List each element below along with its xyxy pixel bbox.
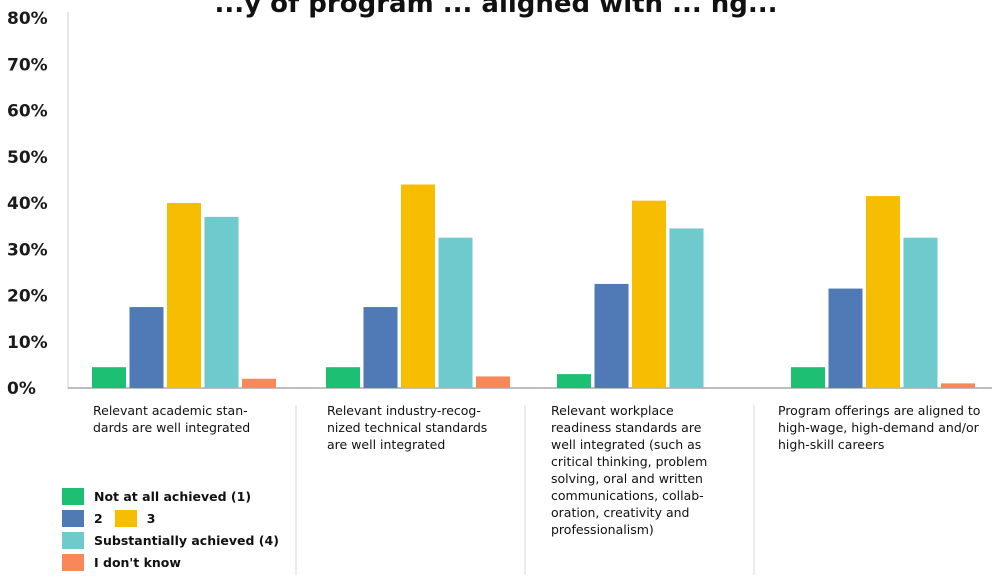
bar xyxy=(632,200,666,388)
legend-label-2: 2 xyxy=(94,510,103,526)
bar xyxy=(242,378,276,388)
bars xyxy=(92,184,975,388)
legend-swatch-dont-know xyxy=(62,553,84,571)
bar xyxy=(594,283,629,388)
bar xyxy=(92,367,126,388)
bar xyxy=(476,376,510,388)
bar xyxy=(828,288,863,388)
legend-row-1: Not at all achieved (1) xyxy=(62,485,279,507)
y-tick-label: 50% xyxy=(7,148,48,168)
y-axis-ticks: 0% 10% 20% 30% 40% 50% 60% 70% 80% xyxy=(7,9,48,399)
y-tick-label: 20% xyxy=(7,287,48,307)
legend-swatch-2 xyxy=(62,509,84,527)
legend-label-dont-know: I don't know xyxy=(94,554,181,570)
bar xyxy=(326,367,360,388)
legend-label-not-at-all: Not at all achieved (1) xyxy=(94,488,252,504)
legend-label-3: 3 xyxy=(146,510,156,526)
category-label-workplace: Relevant workplace readiness standards a… xyxy=(551,403,708,537)
legend-swatch-3 xyxy=(114,509,137,527)
bar xyxy=(438,237,473,388)
chart-title: ...y of program ... aligned with ... ng.… xyxy=(214,0,777,19)
bar xyxy=(401,184,435,388)
legend-row-4: I don't know xyxy=(62,551,279,573)
y-tick-label: 80% xyxy=(7,9,48,29)
bar xyxy=(204,216,239,388)
y-tick-label: 60% xyxy=(7,102,48,122)
legend-swatch-substantially xyxy=(62,531,84,549)
y-tick-label: 70% xyxy=(7,55,48,75)
bar xyxy=(791,367,825,388)
bar xyxy=(669,228,704,388)
legend-row-3: Substantially achieved (4) xyxy=(62,529,279,551)
bar xyxy=(557,374,591,388)
bar xyxy=(941,383,975,388)
y-tick-label: 30% xyxy=(7,240,48,260)
bar xyxy=(167,203,201,388)
y-tick-label: 10% xyxy=(7,333,48,353)
legend: Not at all achieved (1) 2 3 Substantiall… xyxy=(62,485,279,573)
legend-swatch-not-at-all xyxy=(62,487,84,505)
category-label-industry: Relevant industry-recog- nized technical… xyxy=(327,403,488,452)
legend-label-substantially: Substantially achieved (4) xyxy=(94,532,279,548)
category-separators xyxy=(295,405,755,575)
legend-row-2: 2 3 xyxy=(62,507,279,529)
bar xyxy=(866,196,900,388)
y-tick-label: 40% xyxy=(7,194,48,214)
bar xyxy=(363,307,398,388)
y-tick-label: 0% xyxy=(7,379,36,399)
bar xyxy=(903,237,938,388)
bar xyxy=(129,307,164,388)
category-label-program: Program offerings are aligned to high-wa… xyxy=(778,403,981,452)
category-label-academic: Relevant academic stan- dards are well i… xyxy=(93,403,251,435)
